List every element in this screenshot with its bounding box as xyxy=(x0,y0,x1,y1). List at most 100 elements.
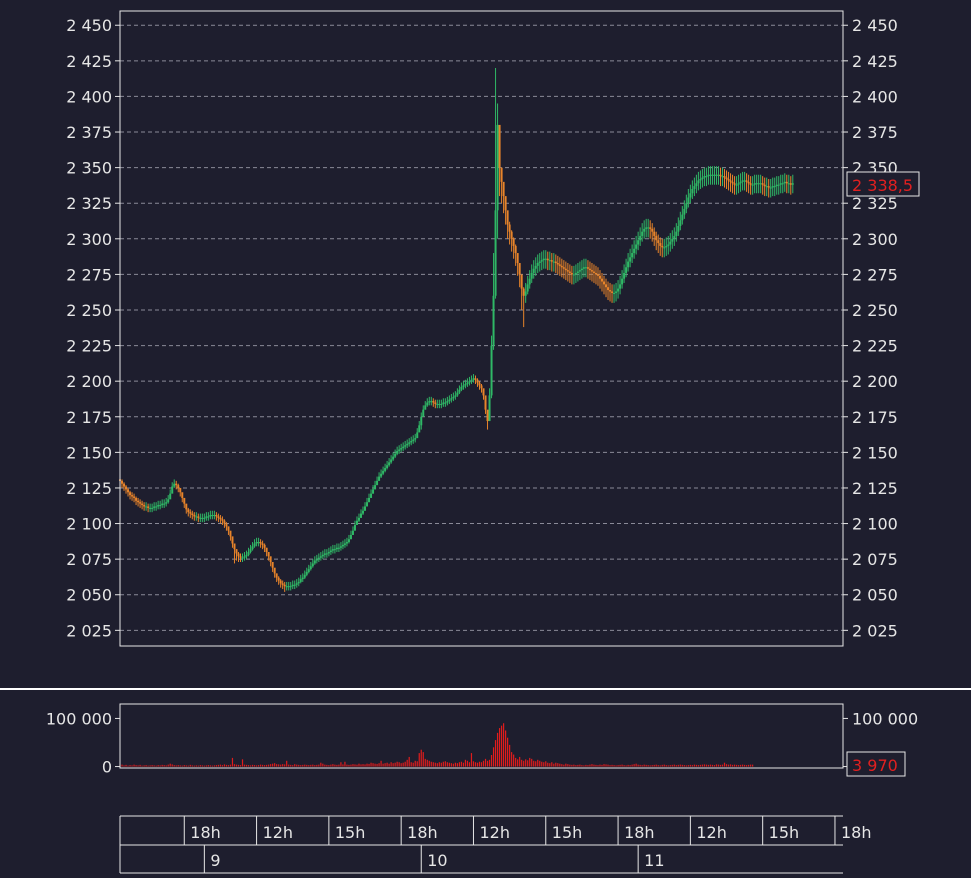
price-candle-body xyxy=(139,502,142,504)
price-candle-body xyxy=(165,502,168,504)
price-candle-body xyxy=(424,405,427,410)
price-candle-body xyxy=(623,272,626,279)
price-candle-body xyxy=(412,439,415,441)
price-candle-body xyxy=(428,401,431,403)
price-candle-body xyxy=(444,402,447,404)
price-candle-body xyxy=(327,552,330,554)
price-candle-body xyxy=(472,378,475,380)
price-candle-body xyxy=(259,542,262,544)
price-candle-body xyxy=(526,284,529,292)
price-candle-body xyxy=(590,270,593,272)
price-candle-body xyxy=(321,554,324,557)
price-candle-body xyxy=(715,174,718,176)
price-candle-body xyxy=(647,227,650,229)
price-candle-body xyxy=(173,483,176,487)
price-candle-body xyxy=(582,267,585,269)
price-last-value: 2 338,5 xyxy=(852,176,913,195)
price-candle-body xyxy=(729,180,732,182)
price-candle-body xyxy=(360,513,362,518)
price-candle-body xyxy=(446,401,449,403)
price-candle-body xyxy=(400,448,403,450)
price-candle-body xyxy=(548,260,551,262)
price-candle-body xyxy=(703,176,706,178)
price-candle-body xyxy=(757,183,760,185)
price-candle-body xyxy=(687,197,690,204)
price-candle-body xyxy=(532,268,535,273)
price-candle-body xyxy=(331,549,334,551)
price-left-tick-label: 2 050 xyxy=(66,586,112,605)
price-candle-body xyxy=(701,177,704,180)
price-right-tick-label: 2 425 xyxy=(852,52,898,71)
price-candle-body xyxy=(570,272,573,275)
price-candle-body xyxy=(584,267,587,269)
price-candle-body xyxy=(145,506,148,508)
price-candle-body xyxy=(771,186,774,188)
price-candle-body xyxy=(566,270,569,272)
price-candle-body xyxy=(396,450,399,454)
price-candle-body xyxy=(699,179,702,181)
price-candle-body xyxy=(747,181,750,184)
price-candle-body xyxy=(384,468,387,471)
price-candle-body xyxy=(201,517,204,519)
price-candle-body xyxy=(323,553,326,555)
price-candle-body xyxy=(534,265,537,269)
hour-labels: 18h 12h 15h 18h 12h 15h 18h 12h 15h 18h xyxy=(183,816,871,845)
price-candle-body xyxy=(161,503,164,506)
price-left-tick-label: 2 450 xyxy=(66,16,112,35)
price-candle-body xyxy=(221,519,224,521)
price-candle-body xyxy=(271,561,274,568)
volume-last-value-marker: 3 970 xyxy=(846,751,906,777)
price-candle-body xyxy=(303,574,306,578)
price-candle-body xyxy=(735,184,738,186)
price-candle-body xyxy=(183,497,186,504)
price-left-tick-label: 2 100 xyxy=(66,515,112,534)
price-candle-body xyxy=(510,231,513,239)
price-candle-body xyxy=(649,227,652,229)
price-candle-body xyxy=(556,263,559,265)
price-candle-body xyxy=(378,476,381,481)
price-candle-body xyxy=(454,395,457,397)
price-candle-body xyxy=(283,584,286,587)
price-candle-body xyxy=(269,556,272,562)
price-left-tick-label: 2 200 xyxy=(66,372,112,391)
price-candle-body xyxy=(598,275,601,279)
price-candle-body xyxy=(390,459,393,463)
price-candle-body xyxy=(490,345,493,396)
price-candle-body xyxy=(368,497,371,503)
price-last-value-box xyxy=(846,171,920,197)
price-candle-body xyxy=(685,203,688,209)
price-candle-body xyxy=(494,210,497,296)
price-candle-body xyxy=(289,586,292,588)
price-candle-body xyxy=(785,181,788,184)
price-candle-body xyxy=(749,183,752,185)
price-candle-body xyxy=(129,492,132,496)
price-candle-body xyxy=(627,261,630,268)
day-label: 10 xyxy=(427,851,447,870)
price-candle-body xyxy=(759,183,762,185)
price-right-tick-label: 2 225 xyxy=(852,337,898,356)
price-candle-body xyxy=(442,402,445,404)
price-candle-body xyxy=(357,517,360,521)
price-left-tick-label: 2 150 xyxy=(66,443,112,462)
price-candle-body xyxy=(496,124,499,211)
price-candle-body xyxy=(225,523,228,527)
price-left-tick-label: 2 275 xyxy=(66,265,112,284)
price-candle-body xyxy=(215,515,218,517)
price-candle-body xyxy=(518,263,521,275)
price-candle-body xyxy=(333,549,336,551)
price-candle-body xyxy=(406,443,409,446)
price-candle-body xyxy=(207,516,210,518)
price-candle-body xyxy=(386,465,389,469)
price-candle-body xyxy=(265,547,268,553)
price-candles xyxy=(119,67,794,592)
price-candle-body xyxy=(661,245,664,248)
price-candle-body xyxy=(530,272,533,279)
price-candle-body xyxy=(277,577,280,581)
volume-left-tick-label: 100 000 xyxy=(46,709,112,728)
price-candle-body xyxy=(133,496,136,498)
price-candle-body xyxy=(195,516,198,518)
price-candle-body xyxy=(781,183,784,185)
price-candle-body xyxy=(544,258,547,260)
price-right-tick-label: 2 400 xyxy=(852,87,898,106)
price-candle-body xyxy=(223,520,226,524)
